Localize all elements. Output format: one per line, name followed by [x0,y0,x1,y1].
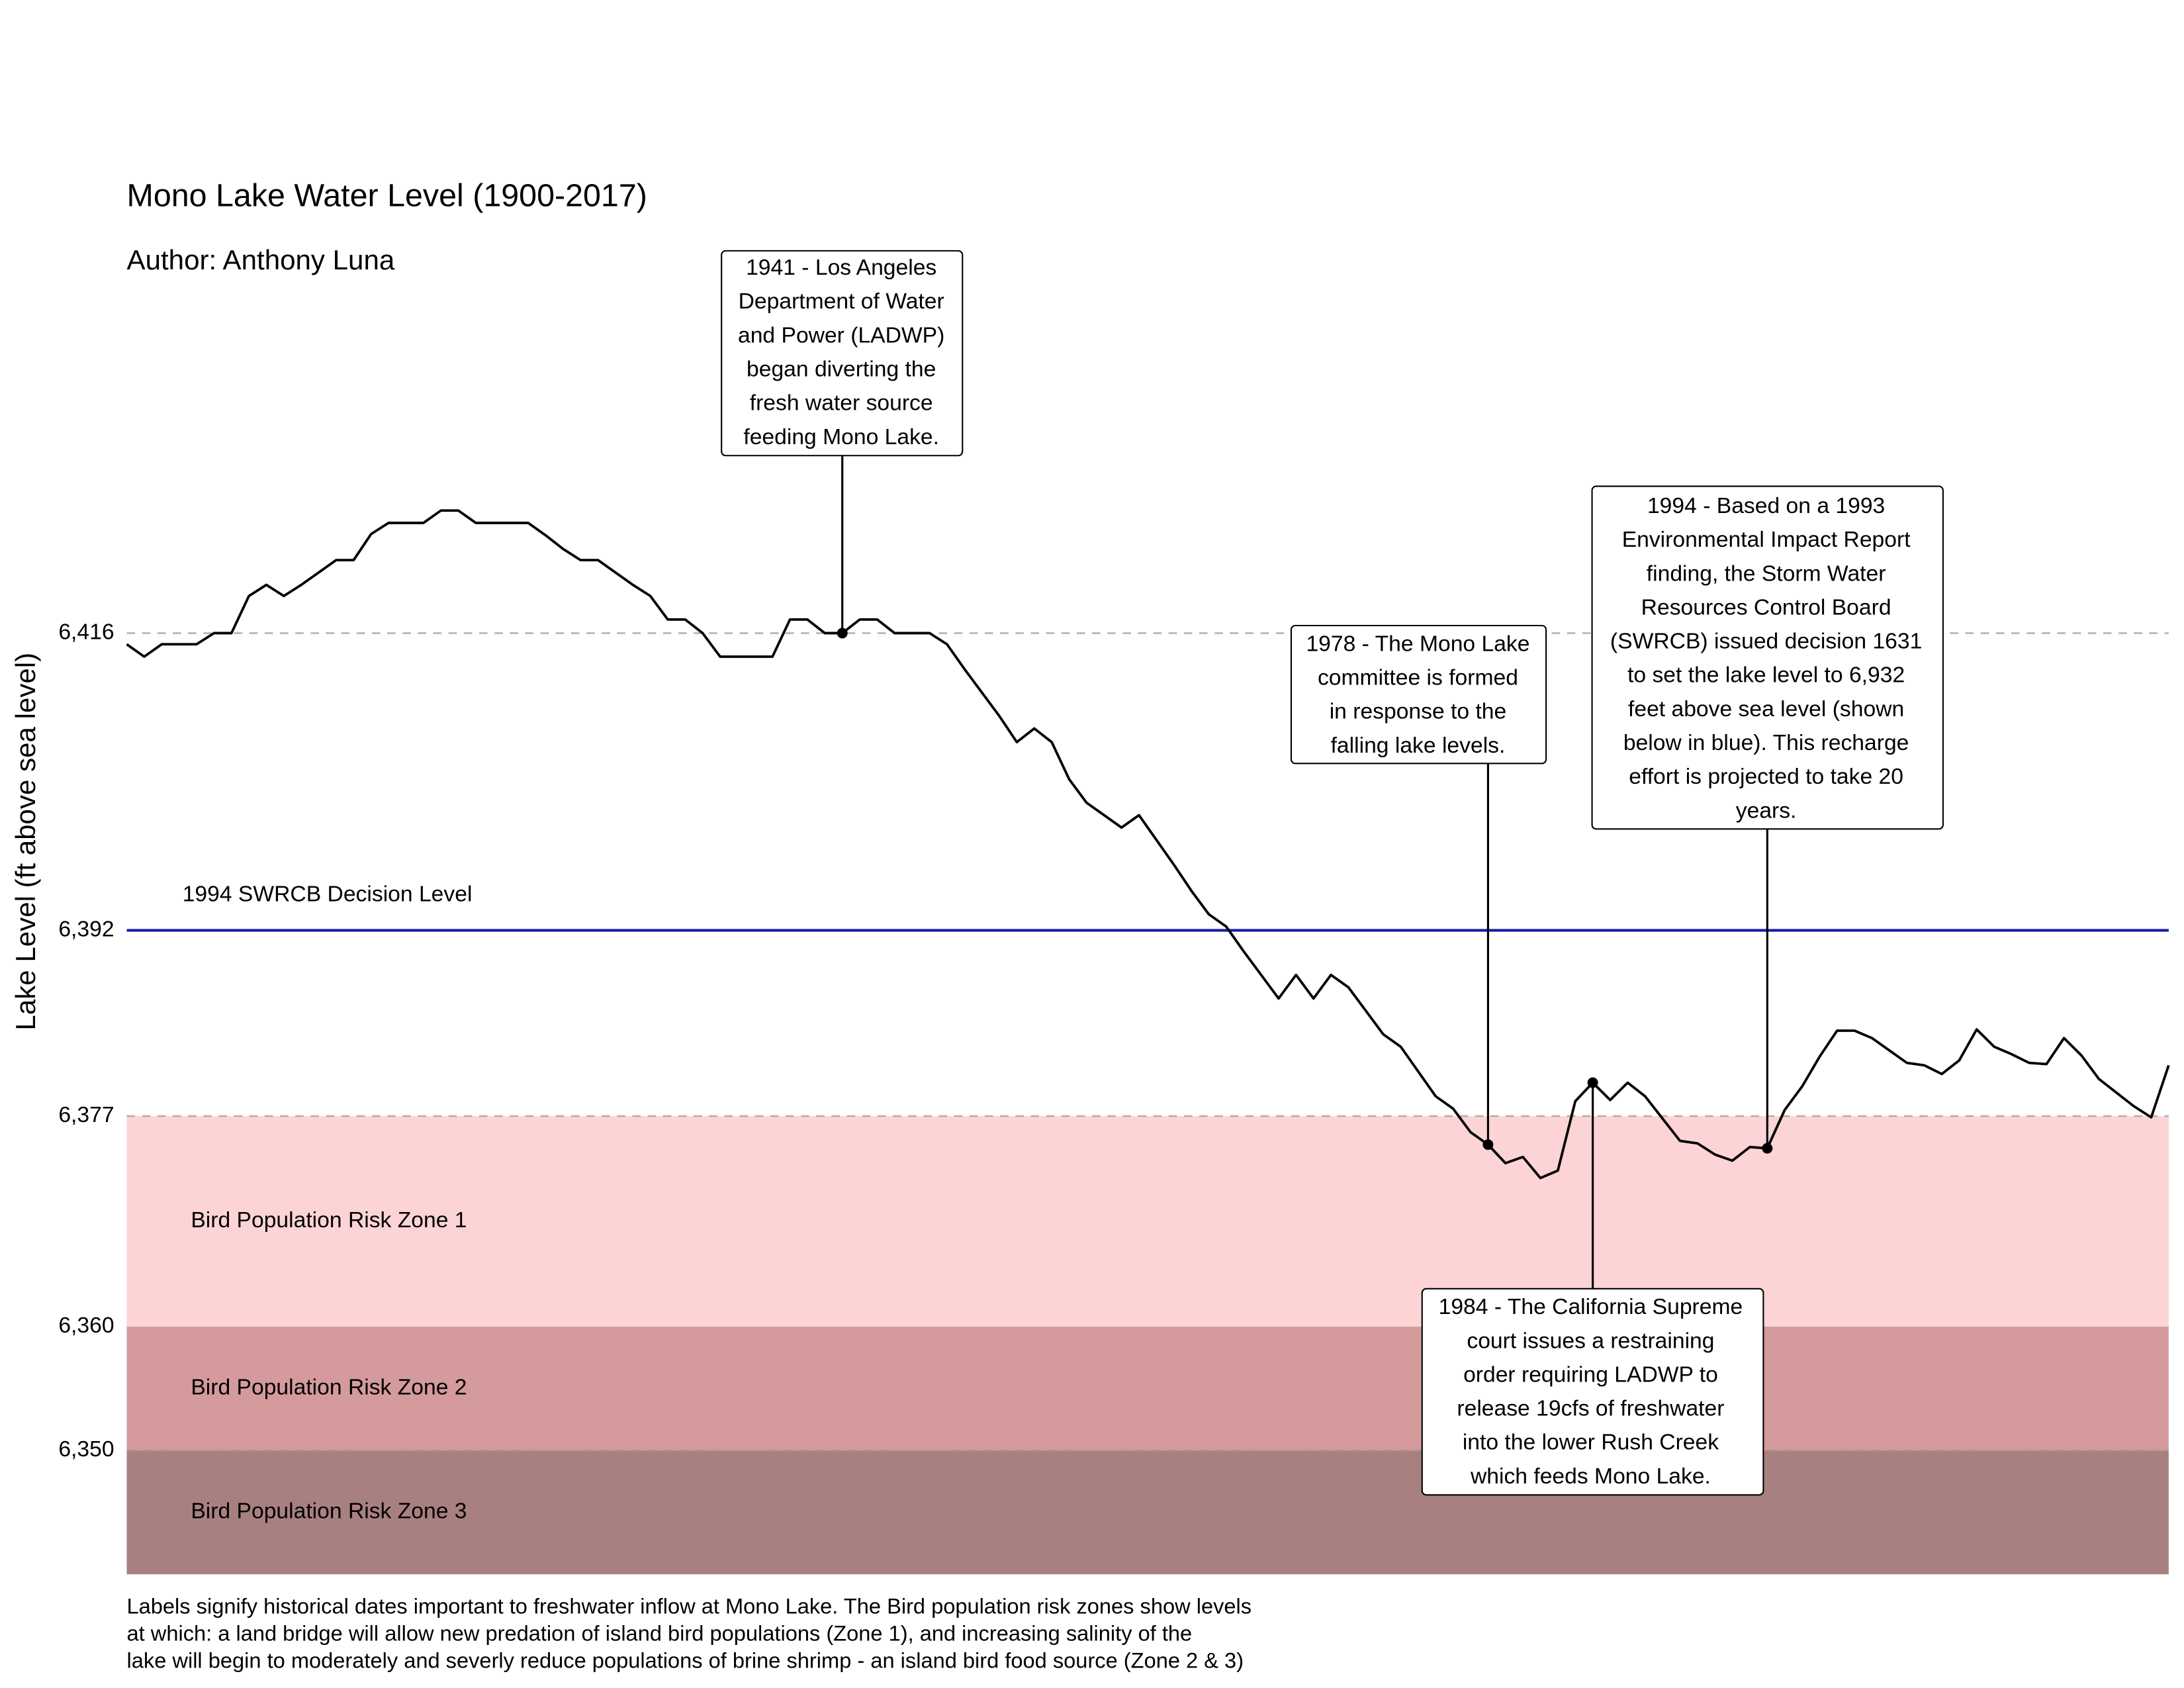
risk-zone [126,1327,2169,1451]
annotation-text: falling lake levels. [1331,733,1506,758]
y-tick-label: 6,392 [58,917,114,941]
annotation-box [1421,1288,1764,1496]
annotation-box [1591,485,1944,830]
annotation-text: finding, the Storm Water [1647,561,1886,586]
annotation-text: release 19cfs of freshwater [1457,1397,1724,1421]
annotation-text: and Power (LADWP) [738,323,944,348]
caption-line: Labels signify historical dates importan… [127,1593,1252,1618]
y-axis-label: Lake Level (ft above sea level) [10,653,41,1031]
annotation-text: in response to the [1330,700,1507,724]
annotation-text: began diverting the [747,357,936,382]
annotation-text: 1978 - The Mono Lake [1306,632,1529,656]
chart-subtitle: Author: Anthony Luna [127,244,395,275]
annotation-text: 1994 - Based on a 1993 [1647,494,1885,518]
chart-title: Mono Lake Water Level (1900-2017) [127,178,647,214]
annotation-text: which feeds Mono Lake. [1470,1464,1711,1489]
annotation-box [721,250,964,457]
annotation-point [1587,1077,1598,1088]
annotation-text: fresh water source [750,391,933,416]
zone-label: Bird Population Risk Zone 3 [191,1499,467,1524]
annotation-text: court issues a restraining [1467,1329,1714,1353]
annotation-text: feeding Mono Lake. [743,425,939,449]
annotation-text: Resources Control Board [1641,595,1891,620]
caption-line: lake will begin to moderately and severl… [127,1648,1244,1672]
y-tick-label: 6,360 [58,1313,114,1338]
water-level-line [126,509,2170,1180]
annotation-text: Department of Water [739,289,944,314]
annotation-text: 1984 - The California Supreme [1439,1295,1743,1319]
annotation-text: below in blue). This recharge [1623,731,1909,755]
risk-zone [126,1116,2169,1327]
y-tick-label: 6,377 [58,1103,114,1127]
annotation-text: order requiring LADWP to [1463,1362,1718,1387]
y-tick-label: 6,416 [58,620,114,644]
annotation-text: feet above sea level (shown [1628,697,1904,722]
annotation-box [1290,624,1547,765]
y-tick-label: 6,350 [58,1437,114,1462]
annotation-text: 1941 - Los Angeles [746,256,936,280]
annotation-point [1482,1139,1494,1150]
annotation-point [837,628,848,639]
risk-zone [126,1450,2169,1575]
annotation-point [1762,1143,1773,1154]
zone-label: Bird Population Risk Zone 1 [191,1208,467,1233]
annotation-text: to set the lake level to 6,932 [1627,663,1905,688]
annotation-text: committee is formed [1318,665,1518,690]
zone-label: Bird Population Risk Zone 2 [191,1376,467,1400]
caption-line: at which: a land bridge will allow new p… [127,1620,1193,1645]
reference-label: 1994 SWRCB Decision Level [183,882,473,907]
annotation-text: years. [1736,798,1797,823]
annotation-text: (SWRCB) issued decision 1631 [1610,630,1922,654]
plot-area: Bird Population Risk Zone 1 Bird Populati… [58,250,2170,1575]
annotation-text: effort is projected to take 20 [1629,765,1903,789]
annotation-text: Environmental Impact Report [1622,528,1911,552]
annotation-text: into the lower Rush Creek [1463,1430,1719,1455]
